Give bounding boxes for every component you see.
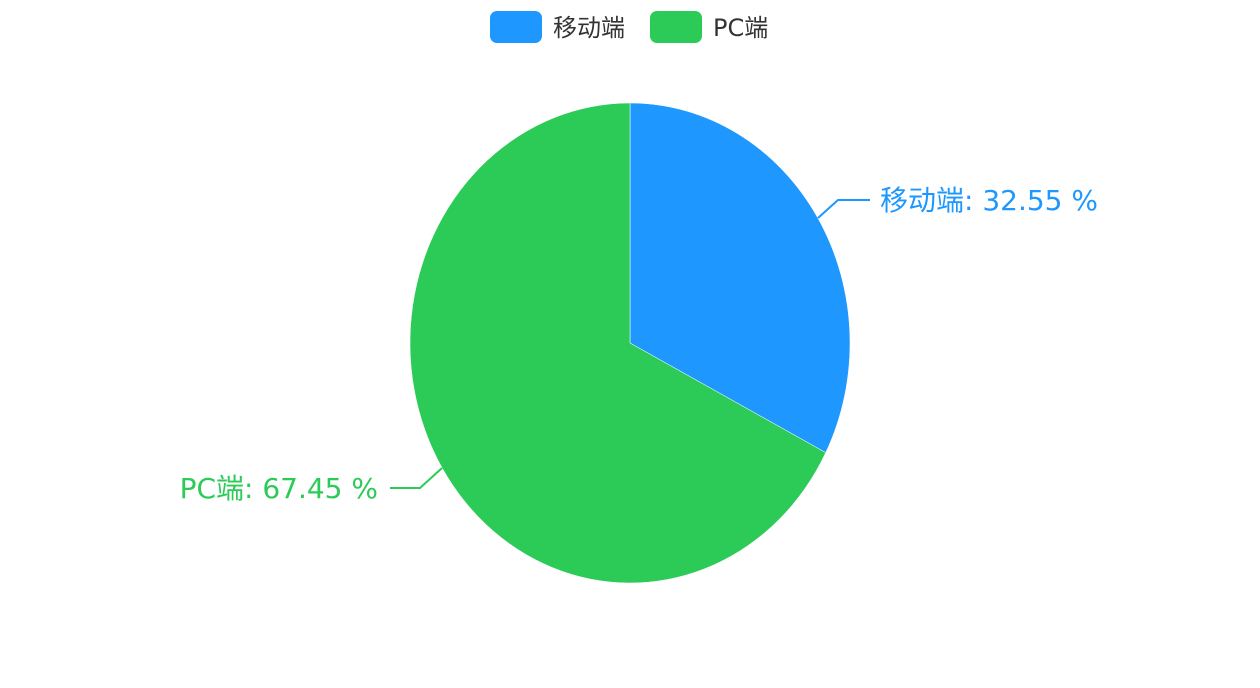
data-label-mobile: 移动端: 32.55 % bbox=[880, 184, 1098, 217]
pie-slice-pc[interactable] bbox=[409, 102, 827, 584]
data-label-pc: PC端: 67.45 % bbox=[180, 472, 378, 505]
label-line-mobile bbox=[817, 199, 870, 219]
legend-swatch-mobile[interactable] bbox=[490, 11, 542, 43]
legend: 移动端 PC端 bbox=[490, 11, 768, 43]
pie-slice-mobile[interactable] bbox=[629, 102, 851, 453]
legend-label-mobile[interactable]: 移动端 bbox=[553, 14, 625, 42]
label-line-pc bbox=[390, 467, 443, 489]
legend-swatch-pc[interactable] bbox=[650, 11, 702, 43]
legend-label-pc[interactable]: PC端 bbox=[713, 14, 768, 42]
